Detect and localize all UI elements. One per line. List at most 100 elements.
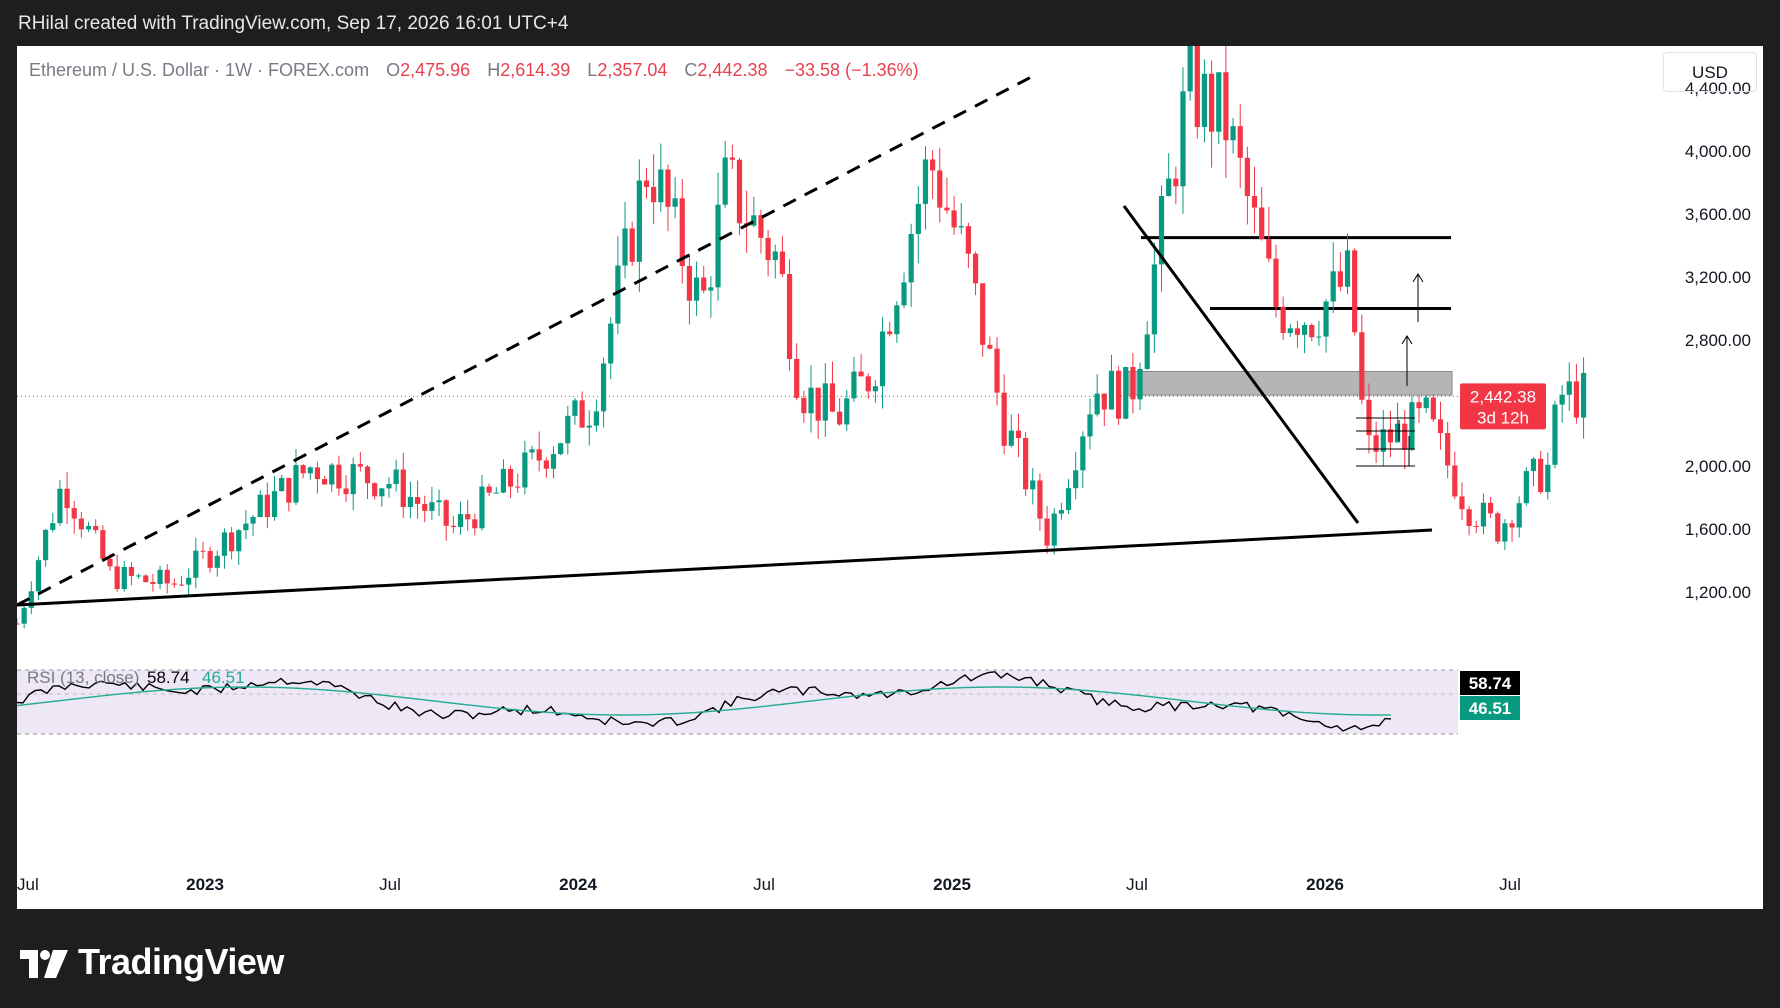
candle-body	[1158, 195, 1165, 265]
candle-body	[1309, 325, 1315, 338]
candle-body	[1437, 419, 1444, 434]
resistance-zone	[1123, 371, 1453, 396]
y-tick-label: 1,200.00	[1685, 583, 1751, 602]
candle-body	[1502, 523, 1508, 542]
candle-body	[586, 425, 592, 428]
candle-body	[472, 519, 478, 529]
candle-body	[236, 530, 242, 552]
candle-body	[543, 460, 549, 469]
candle-body	[1287, 328, 1293, 334]
candle-body	[300, 465, 306, 474]
candle-body	[529, 449, 535, 453]
rsi-label: RSI (13, close)	[27, 668, 139, 687]
candle-body	[708, 287, 714, 291]
candle-body	[43, 529, 49, 561]
candle-body	[93, 526, 99, 531]
candle-body	[1394, 423, 1401, 443]
candle-body	[822, 383, 828, 421]
candle-body	[1294, 328, 1301, 335]
candle-body	[522, 452, 528, 488]
candle-body	[1251, 196, 1258, 208]
candle-body	[858, 371, 864, 377]
candle-body	[171, 583, 177, 585]
candle-body	[1137, 368, 1143, 400]
candle-body	[479, 486, 485, 529]
candle-body	[887, 331, 893, 335]
candle-body	[701, 277, 707, 291]
candle-body	[1430, 397, 1436, 420]
candle-body	[1151, 264, 1157, 335]
x-tick-label: 2024	[559, 875, 597, 894]
candle-body	[965, 226, 971, 254]
candle-body	[1015, 430, 1022, 439]
candle-body	[150, 582, 156, 584]
candle-body	[565, 415, 571, 444]
symbol-label: Ethereum / U.S. Dollar · 1W · FOREX.com	[29, 60, 370, 80]
candle-body	[951, 210, 957, 228]
candle-body	[987, 344, 993, 349]
candle-body	[572, 400, 578, 416]
rsi-value-legend: 58.74	[147, 668, 190, 687]
candle-body	[1352, 250, 1358, 333]
candle-body	[1480, 502, 1487, 527]
candle-body	[407, 497, 414, 508]
candle-body	[271, 491, 278, 518]
currency-button[interactable]: USD	[1663, 52, 1757, 92]
candle-body	[243, 523, 249, 531]
candle-body	[922, 159, 929, 204]
candle-body	[651, 186, 657, 203]
candle-body	[1051, 513, 1057, 546]
price-tag	[1460, 383, 1546, 430]
chart-panel[interactable]: RSI (13, close) 58.74 46.51 4,400.00 4,000.…	[17, 46, 1763, 909]
y-tick-label: 3,200.00	[1685, 268, 1751, 287]
candle-body	[1087, 414, 1093, 437]
candle-body	[1409, 402, 1415, 450]
candle-body	[693, 277, 700, 301]
candle-body	[772, 251, 778, 261]
candle-body	[1073, 470, 1079, 489]
candle-body	[1101, 393, 1107, 410]
open-label: O	[386, 60, 401, 80]
candle-body	[85, 526, 92, 530]
candle-body	[329, 464, 335, 485]
rsi-band	[17, 670, 1458, 734]
candle-body	[207, 551, 213, 568]
candle-body	[1387, 429, 1394, 443]
candle-body	[1495, 513, 1501, 542]
candle-body	[593, 411, 600, 426]
candle-body	[443, 500, 449, 526]
tradingview-icon	[20, 950, 68, 979]
candle-body	[28, 591, 34, 608]
candle-body	[1166, 178, 1172, 196]
candle-body	[321, 479, 328, 485]
candle-body	[994, 348, 1000, 393]
candle-body	[314, 467, 321, 480]
tradingview-logo[interactable]: TradingView	[20, 941, 284, 983]
candle-body	[1194, 46, 1200, 128]
candle-body	[1580, 373, 1587, 418]
candle-body	[600, 363, 607, 412]
candle-body	[643, 180, 650, 187]
candle-body	[901, 282, 907, 306]
x-tick-label: 2023	[186, 875, 224, 894]
x-tick-label: 2025	[933, 875, 971, 894]
price-chart[interactable]: RSI (13, close) 58.74 46.51 4,400.00 4,000.…	[17, 46, 1763, 909]
candle-body	[71, 508, 77, 519]
candle-body	[665, 169, 671, 207]
candle-body	[536, 449, 542, 461]
candle-body	[279, 477, 285, 492]
candle-body	[164, 569, 170, 584]
candle-body	[837, 411, 843, 425]
candle-body	[550, 454, 557, 469]
x-tick-label: Jul	[753, 875, 775, 894]
candle-body	[1080, 436, 1086, 471]
candle-body	[1452, 465, 1458, 497]
candle-body	[1223, 72, 1229, 141]
candle-body	[851, 371, 857, 399]
candle-body	[558, 443, 564, 455]
candle-body	[343, 488, 349, 495]
rsi-ma-line	[17, 686, 1392, 716]
candle-body	[221, 532, 228, 556]
high-label: H	[487, 60, 501, 80]
footer: TradingView	[0, 909, 1780, 1008]
